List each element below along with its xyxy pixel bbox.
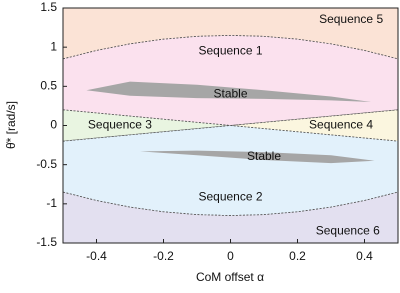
region-label: Sequence 2 <box>198 190 262 204</box>
region <box>86 81 372 102</box>
y-tick-label: -1.5 <box>36 235 57 249</box>
x-axis-label: CoM offset α <box>196 270 264 284</box>
x-tick-label: -0.2 <box>153 249 174 263</box>
region-label: Sequence 4 <box>309 118 373 132</box>
region-label: Stable <box>213 86 247 100</box>
region-label: Sequence 1 <box>198 43 262 57</box>
y-tick-label: 1.5 <box>40 0 57 14</box>
region-label: Sequence 3 <box>88 118 152 132</box>
x-tick-label: 0.2 <box>289 249 306 263</box>
region-label: Sequence 6 <box>316 223 380 237</box>
x-tick-label: -0.4 <box>86 249 107 263</box>
region <box>140 150 375 164</box>
y-tick-label: 0.5 <box>40 79 57 93</box>
region-label: Stable <box>247 149 281 163</box>
y-tick-label: -1 <box>46 196 57 210</box>
region-label: Sequence 5 <box>319 12 383 26</box>
y-axis-label: θ̇* [rad/s] <box>4 101 18 149</box>
x-tick-label: 0 <box>227 249 234 263</box>
y-tick-label: -0.5 <box>36 157 57 171</box>
y-tick-label: 0 <box>50 118 57 132</box>
y-tick-label: 1 <box>50 39 57 53</box>
x-tick-label: 0.4 <box>356 249 373 263</box>
